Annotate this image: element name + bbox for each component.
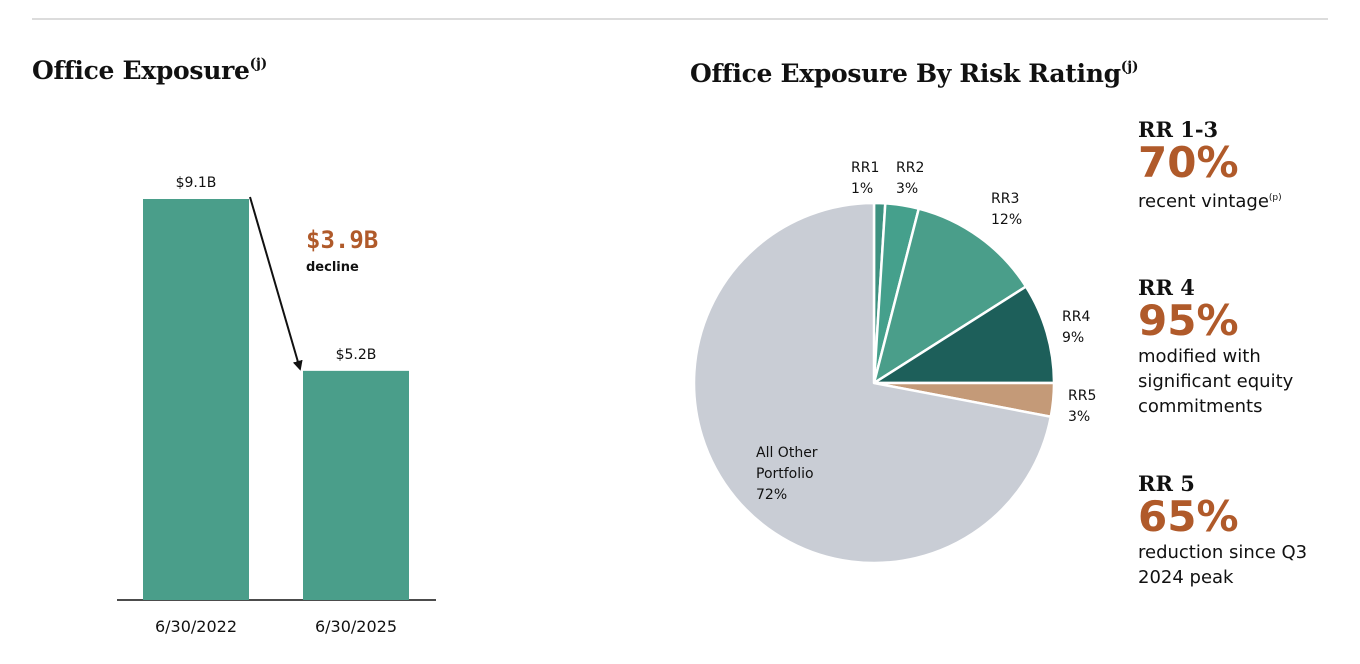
callout-percent: 70%: [1138, 138, 1239, 187]
callout-description: reduction since Q3 2024 peak: [1138, 542, 1308, 588]
x-tick-label: 6/30/2025: [315, 617, 397, 636]
callout-rr5: RR 5 65% reduction since Q3 2024 peak: [1138, 472, 1353, 590]
pie-label-rr3: RR3 12%: [991, 191, 1022, 228]
callout-heading: RR 1-3: [1138, 117, 1219, 142]
pie-label-rr5: RR5 3%: [1068, 388, 1096, 425]
callout-percent: 65%: [1138, 492, 1239, 541]
callout-heading: RR 4: [1138, 275, 1195, 300]
office-exposure-title-text: Office Exposure: [32, 56, 250, 85]
decline-value: $3.9B: [306, 226, 378, 254]
callout-rr1-3: RR 1-3 70% recent vintage(p): [1138, 118, 1353, 214]
x-tick-label: 6/30/2022: [155, 617, 237, 636]
decline-label: decline: [306, 260, 359, 275]
pie-labels: RR1 1% RR2 3% RR3 12% RR4 9% RR5 3% All Other Portf…: [756, 160, 1096, 503]
callout-description: recent vintage(p): [1138, 186, 1353, 214]
pie-slice-rr4: [872, 285, 1056, 385]
pie-label-rr1: RR1 1%: [851, 160, 879, 197]
bar-chart: $9.1B 6/30/2022 $5.2B 6/30/2025: [117, 175, 436, 636]
pie-slice-rr3: [872, 207, 1028, 385]
bar-value-label: $9.1B: [176, 175, 217, 191]
office-exposure-title-footnote: (j): [249, 55, 268, 72]
bar-value-label: $5.2B: [336, 347, 377, 363]
callout-footnote: (p): [1268, 193, 1282, 203]
decline-arrow: [249, 196, 303, 371]
callout-percent: 95%: [1138, 296, 1239, 345]
bar-6/30/2025: [303, 370, 409, 600]
risk-rating-title: Office Exposure By Risk Rating(j): [690, 59, 1138, 88]
callout-description-text: recent vintage: [1138, 191, 1269, 212]
pie-slice-all-other-portfolio: [692, 201, 1053, 565]
callout-rr4: RR 4 95% modified with significant equit…: [1138, 276, 1353, 419]
bar-6/30/2022: [143, 199, 249, 600]
office-exposure-title: Office Exposure(j): [32, 56, 267, 85]
top-divider: [32, 18, 1328, 20]
pie-chart: [692, 201, 1056, 565]
pie-label-all-other-portfolio: All Other Portfolio 72%: [756, 445, 818, 503]
pie-label-rr4: RR4 9%: [1062, 309, 1090, 346]
risk-rating-title-text: Office Exposure By Risk Rating: [690, 59, 1121, 88]
callout-heading: RR 5: [1138, 471, 1195, 496]
risk-rating-title-footnote: (j): [1120, 58, 1139, 75]
callout-description: modified with significant equity commitm…: [1138, 346, 1294, 417]
pie-label-rr2: RR2 3%: [896, 160, 924, 197]
